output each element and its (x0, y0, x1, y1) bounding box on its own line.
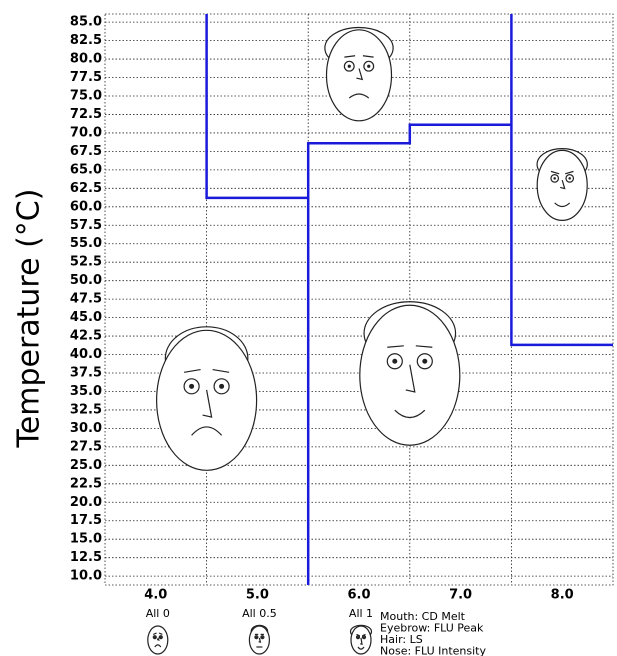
legend-face-label: All 0.5 (242, 607, 277, 620)
face-pupil (568, 177, 571, 180)
face-mouth (191, 426, 223, 436)
face-pupil (219, 383, 225, 389)
face-nose (356, 68, 364, 81)
y-tick-label: 32.5 (70, 402, 102, 417)
face-pupil (189, 383, 195, 389)
face (156, 326, 258, 471)
y-tick-label: 42.5 (70, 329, 102, 344)
face (536, 148, 588, 221)
y-tick-label: 80.0 (70, 52, 102, 67)
face-eyebrow (361, 633, 366, 637)
face-eyebrow (158, 632, 163, 635)
face (324, 26, 394, 122)
face-pupil (255, 636, 258, 639)
face-pupil (367, 64, 371, 68)
y-axis-label: Temperature (°C) (12, 189, 47, 449)
face-head (325, 29, 393, 122)
y-tick-label: 85.0 (70, 15, 102, 30)
x-tick-label: 5.0 (246, 588, 269, 603)
face-nose (258, 637, 262, 643)
y-tick-label: 82.5 (70, 33, 102, 48)
face-head (156, 329, 258, 471)
face-eyebrow (565, 170, 574, 175)
y-tick-label: 75.0 (70, 88, 102, 103)
face-pupil (153, 636, 156, 639)
x-tick-label: 6.0 (347, 588, 370, 603)
y-tick-label: 62.5 (70, 181, 102, 196)
y-tick-label: 15.0 (70, 532, 102, 547)
face-eyebrow (387, 345, 404, 348)
face-pupil (347, 64, 351, 68)
y-tick-label: 57.5 (70, 218, 102, 233)
legend-face-label: All 0 (146, 607, 170, 620)
feature-legend-text: Mouth: CD Melt (380, 610, 466, 623)
y-tick-label: 55.0 (70, 236, 102, 251)
face-eyebrow (153, 632, 157, 635)
y-tick-label: 50.0 (70, 273, 102, 288)
y-tick-label: 10.0 (70, 569, 102, 584)
x-tick-label: 8.0 (551, 588, 574, 603)
y-tick-label: 20.0 (70, 495, 102, 510)
face-mouth (554, 202, 571, 208)
face-eyebrow (344, 55, 356, 58)
feature-legend-text: Eyebrow: FLU Peak (380, 622, 484, 635)
face-mouth (357, 646, 365, 650)
face (349, 624, 373, 655)
x-tick-label: 7.0 (449, 588, 472, 603)
face-eyebrow (550, 170, 560, 175)
face (248, 624, 270, 655)
feature-legend-text: Nose: FLU Intensity (380, 645, 486, 656)
face-eyebrow (356, 633, 361, 637)
face-pupil (363, 636, 365, 639)
y-tick-label: 35.0 (70, 384, 102, 399)
face-mouth (394, 409, 426, 419)
feature-legend-text: Hair: LS (380, 633, 423, 646)
face-nose (360, 637, 363, 645)
face-head (359, 304, 461, 446)
legend-face-label: All 1 (349, 607, 373, 620)
face-nose (156, 637, 160, 641)
y-tick-label: 67.5 (70, 144, 102, 159)
y-tick-label: 65.0 (70, 162, 102, 177)
y-tick-label: 52.5 (70, 255, 102, 270)
y-tick-label: 40.0 (70, 347, 102, 362)
y-tick-label: 25.0 (70, 458, 102, 473)
y-tick-label: 47.5 (70, 292, 102, 307)
face-eyebrow (362, 55, 374, 58)
face-nose (202, 389, 213, 418)
y-tick-label: 77.5 (70, 70, 102, 85)
face-nose (405, 364, 416, 393)
face-pupil (392, 358, 398, 364)
face-pupil (553, 177, 556, 180)
face-nose (560, 179, 566, 190)
face (147, 625, 169, 655)
face-mouth (154, 644, 162, 648)
face-head (536, 149, 588, 221)
face-eyebrow (212, 368, 230, 373)
face-pupil (261, 636, 264, 639)
x-tick-label: 4.0 (144, 588, 167, 603)
y-tick-label: 17.5 (70, 513, 102, 528)
y-tick-label: 22.5 (70, 476, 102, 491)
y-tick-label: 37.5 (70, 365, 102, 380)
y-tick-label: 72.5 (70, 107, 102, 122)
face (359, 301, 461, 446)
y-tick-label: 60.0 (70, 199, 102, 214)
face-pupil (422, 358, 428, 364)
face-eyebrow (183, 368, 201, 373)
step-line (205, 14, 613, 585)
y-tick-label: 12.5 (70, 550, 102, 565)
y-tick-label: 45.0 (70, 310, 102, 325)
y-tick-label: 70.0 (70, 125, 102, 140)
y-tick-label: 30.0 (70, 421, 102, 436)
face-pupil (159, 636, 162, 639)
face-eyebrow (415, 345, 433, 348)
y-tick-label: 27.5 (70, 439, 102, 454)
face-pupil (357, 636, 359, 639)
face-mouth (348, 93, 370, 99)
